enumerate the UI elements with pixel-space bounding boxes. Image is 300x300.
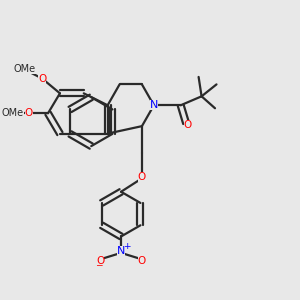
Text: OMe: OMe — [2, 108, 24, 118]
Text: OMe: OMe — [14, 64, 36, 74]
Text: N: N — [150, 100, 158, 110]
Text: O: O — [38, 74, 46, 84]
Text: O: O — [25, 108, 33, 118]
Text: O: O — [96, 256, 104, 266]
Text: −: − — [95, 260, 102, 269]
Text: O: O — [138, 256, 146, 266]
Text: +: + — [123, 242, 131, 251]
Text: O: O — [138, 172, 146, 182]
Text: O: O — [184, 120, 192, 130]
Text: N: N — [117, 246, 125, 256]
